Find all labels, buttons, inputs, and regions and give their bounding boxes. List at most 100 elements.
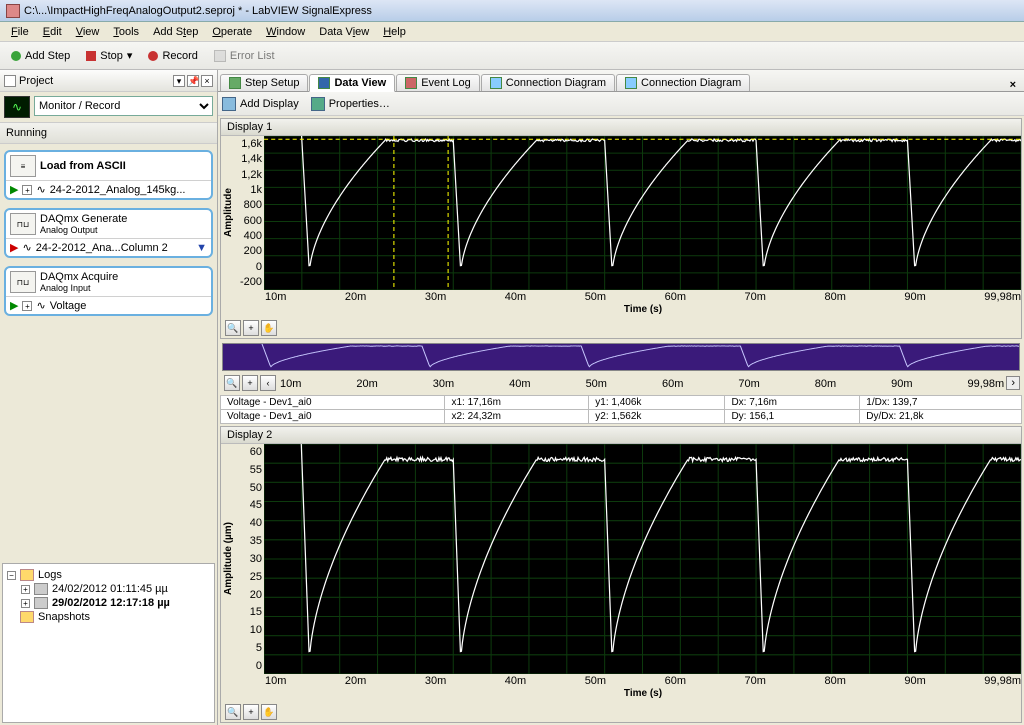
signal-icon: ∿ [22, 241, 31, 254]
log-item[interactable]: + 24/02/2012 01:11:45 µµ [7, 582, 210, 596]
display-1: Display 1 Amplitude 1,6k1,4k1,2k1k800600… [220, 118, 1022, 339]
display2-xlabel: Time (s) [265, 687, 1021, 702]
expand-icon[interactable]: + [21, 599, 30, 608]
step-daqmx-acquire[interactable]: ⊓⊔ DAQmx Acquire Analog Input ▶ + ∿ Volt… [4, 266, 213, 316]
step-daqmx-generate[interactable]: ⊓⊔ DAQmx Generate Analog Output ▶ ∿ 24-2… [4, 208, 213, 258]
overview-chart[interactable] [222, 343, 1020, 371]
generate-icon: ⊓⊔ [10, 213, 36, 235]
expand-icon[interactable]: + [243, 320, 259, 336]
project-header: Project ▾ 📌 × [0, 70, 217, 92]
error-icon [214, 50, 226, 62]
menu-addstep[interactable]: Add Step [146, 24, 205, 40]
step-load-ascii[interactable]: ≡ Load from ASCII ▶ + ∿ 24-2-2012_Analog… [4, 150, 213, 200]
app-icon [6, 4, 20, 18]
drive-icon [34, 583, 48, 595]
hand-icon[interactable]: ✋ [261, 320, 277, 336]
log-item[interactable]: + 29/02/2012 12:17:18 µµ [7, 596, 210, 610]
stop-label: Stop [100, 50, 123, 62]
expand-icon[interactable]: + [21, 585, 30, 594]
cursor-dx: Dx: 7,16m [725, 396, 860, 410]
scroll-right[interactable]: › [1006, 376, 1020, 390]
adddisplay-icon [222, 97, 236, 111]
expand-icon[interactable]: + [243, 704, 259, 720]
expand-icon[interactable]: + [22, 301, 32, 311]
monitor-row: ∿ Monitor / Record [0, 92, 217, 122]
properties-button[interactable]: Properties… [311, 97, 390, 111]
snapshots-label: Snapshots [38, 611, 90, 623]
overview-strip[interactable]: 🔍 + ‹ 10m20m30m40m50m60m70m80m90m99,98m … [220, 341, 1022, 393]
display1-title: Display 1 [221, 119, 1021, 136]
ascii-icon: ≡ [10, 155, 36, 177]
snapshots-root[interactable]: Snapshots [7, 610, 210, 624]
tab-connection-diagram[interactable]: Connection Diagram [481, 74, 615, 91]
menu-file[interactable]: File [4, 24, 36, 40]
zoom-icon[interactable]: 🔍 [225, 320, 241, 336]
play-icon[interactable]: ▶ [10, 299, 18, 312]
expand-icon[interactable]: + [242, 375, 258, 391]
menu-tools[interactable]: Tools [106, 24, 146, 40]
expand-icon[interactable]: + [22, 185, 32, 195]
display1-buttons: 🔍 + ✋ [221, 318, 1021, 338]
step-subtitle: Analog Output [40, 225, 127, 235]
play-icon[interactable]: ▶ [10, 241, 18, 254]
menu-dataview[interactable]: Data View [312, 24, 376, 40]
properties-icon [311, 97, 325, 111]
tab-icon [405, 77, 417, 89]
project-header-label: Project [19, 75, 53, 87]
wave-icon: ∿ [4, 96, 30, 118]
dropdown-icon[interactable]: ▾ [173, 75, 185, 87]
menu-edit[interactable]: Edit [36, 24, 69, 40]
acquire-icon: ⊓⊔ [10, 271, 36, 293]
pin-icon[interactable]: 📌 [187, 75, 199, 87]
leftpanel: Project ▾ 📌 × ∿ Monitor / Record Running… [0, 70, 218, 725]
back-icon[interactable]: ‹ [260, 375, 276, 391]
display2-buttons: 🔍 + ✋ [221, 702, 1021, 722]
adddisplay-button[interactable]: Add Display [222, 97, 299, 111]
step-sub: 24-2-2012_Ana...Column 2 [36, 242, 192, 254]
logs-tree[interactable]: − Logs + 24/02/2012 01:11:45 µµ + 29/02/… [2, 563, 215, 723]
hand-icon[interactable]: ✋ [261, 704, 277, 720]
display-2: Display 2 Amplitude (µm) 605550454035302… [220, 426, 1022, 723]
overview-xticks: 10m20m30m40m50m60m70m80m90m99,98m [280, 377, 1004, 390]
step-title: Load from ASCII [40, 160, 126, 172]
display1-chart[interactable] [264, 136, 1021, 290]
tab-connection-diagram-2[interactable]: Connection Diagram [616, 74, 750, 91]
tab-event-log[interactable]: Event Log [396, 74, 480, 91]
display2-chart[interactable] [264, 444, 1021, 674]
stop-icon [86, 51, 96, 61]
window-title: C:\...\ImpactHighFreqAnalogOutput2.sepro… [24, 5, 372, 17]
tab-icon [625, 77, 637, 89]
monitor-select[interactable]: Monitor / Record [34, 96, 213, 116]
tab-data-view[interactable]: Data View [309, 74, 395, 92]
dropdown-icon: ▾ [127, 49, 133, 62]
collapse-icon[interactable]: − [7, 571, 16, 580]
zoom-icon[interactable]: 🔍 [225, 704, 241, 720]
logs-root[interactable]: − Logs [7, 568, 210, 582]
stop-button[interactable]: Stop ▾ [79, 46, 139, 65]
dropdown-icon[interactable]: ▼ [196, 242, 207, 254]
display2-xticks: 10m20m30m40m50m60m70m80m90m99,98m [265, 674, 1021, 687]
record-icon [148, 51, 158, 61]
signal-icon: ∿ [36, 299, 45, 312]
menu-view[interactable]: View [69, 24, 107, 40]
folder-icon [20, 611, 34, 623]
cursor-x: x2: 24,32m [445, 410, 589, 424]
menu-help[interactable]: Help [376, 24, 413, 40]
display2-yticks: 605550454035302520151050 [236, 444, 264, 674]
tab-step-setup[interactable]: Step Setup [220, 74, 308, 91]
toolbar: Add Step Stop ▾ Record Error List [0, 42, 1024, 70]
tab-close[interactable]: × [1004, 79, 1022, 91]
tab-icon [318, 77, 330, 89]
close-icon[interactable]: × [201, 75, 213, 87]
play-icon[interactable]: ▶ [10, 183, 18, 196]
zoom-icon[interactable]: 🔍 [224, 375, 240, 391]
addstep-button[interactable]: Add Step [4, 47, 77, 65]
main: Project ▾ 📌 × ∿ Monitor / Record Running… [0, 70, 1024, 725]
signal-icon: ∿ [36, 183, 45, 196]
errorlist-button[interactable]: Error List [207, 47, 282, 65]
menu-operate[interactable]: Operate [205, 24, 259, 40]
record-button[interactable]: Record [141, 47, 204, 65]
menu-window[interactable]: Window [259, 24, 312, 40]
step-title: DAQmx Acquire [40, 271, 118, 283]
drive-icon [34, 597, 48, 609]
